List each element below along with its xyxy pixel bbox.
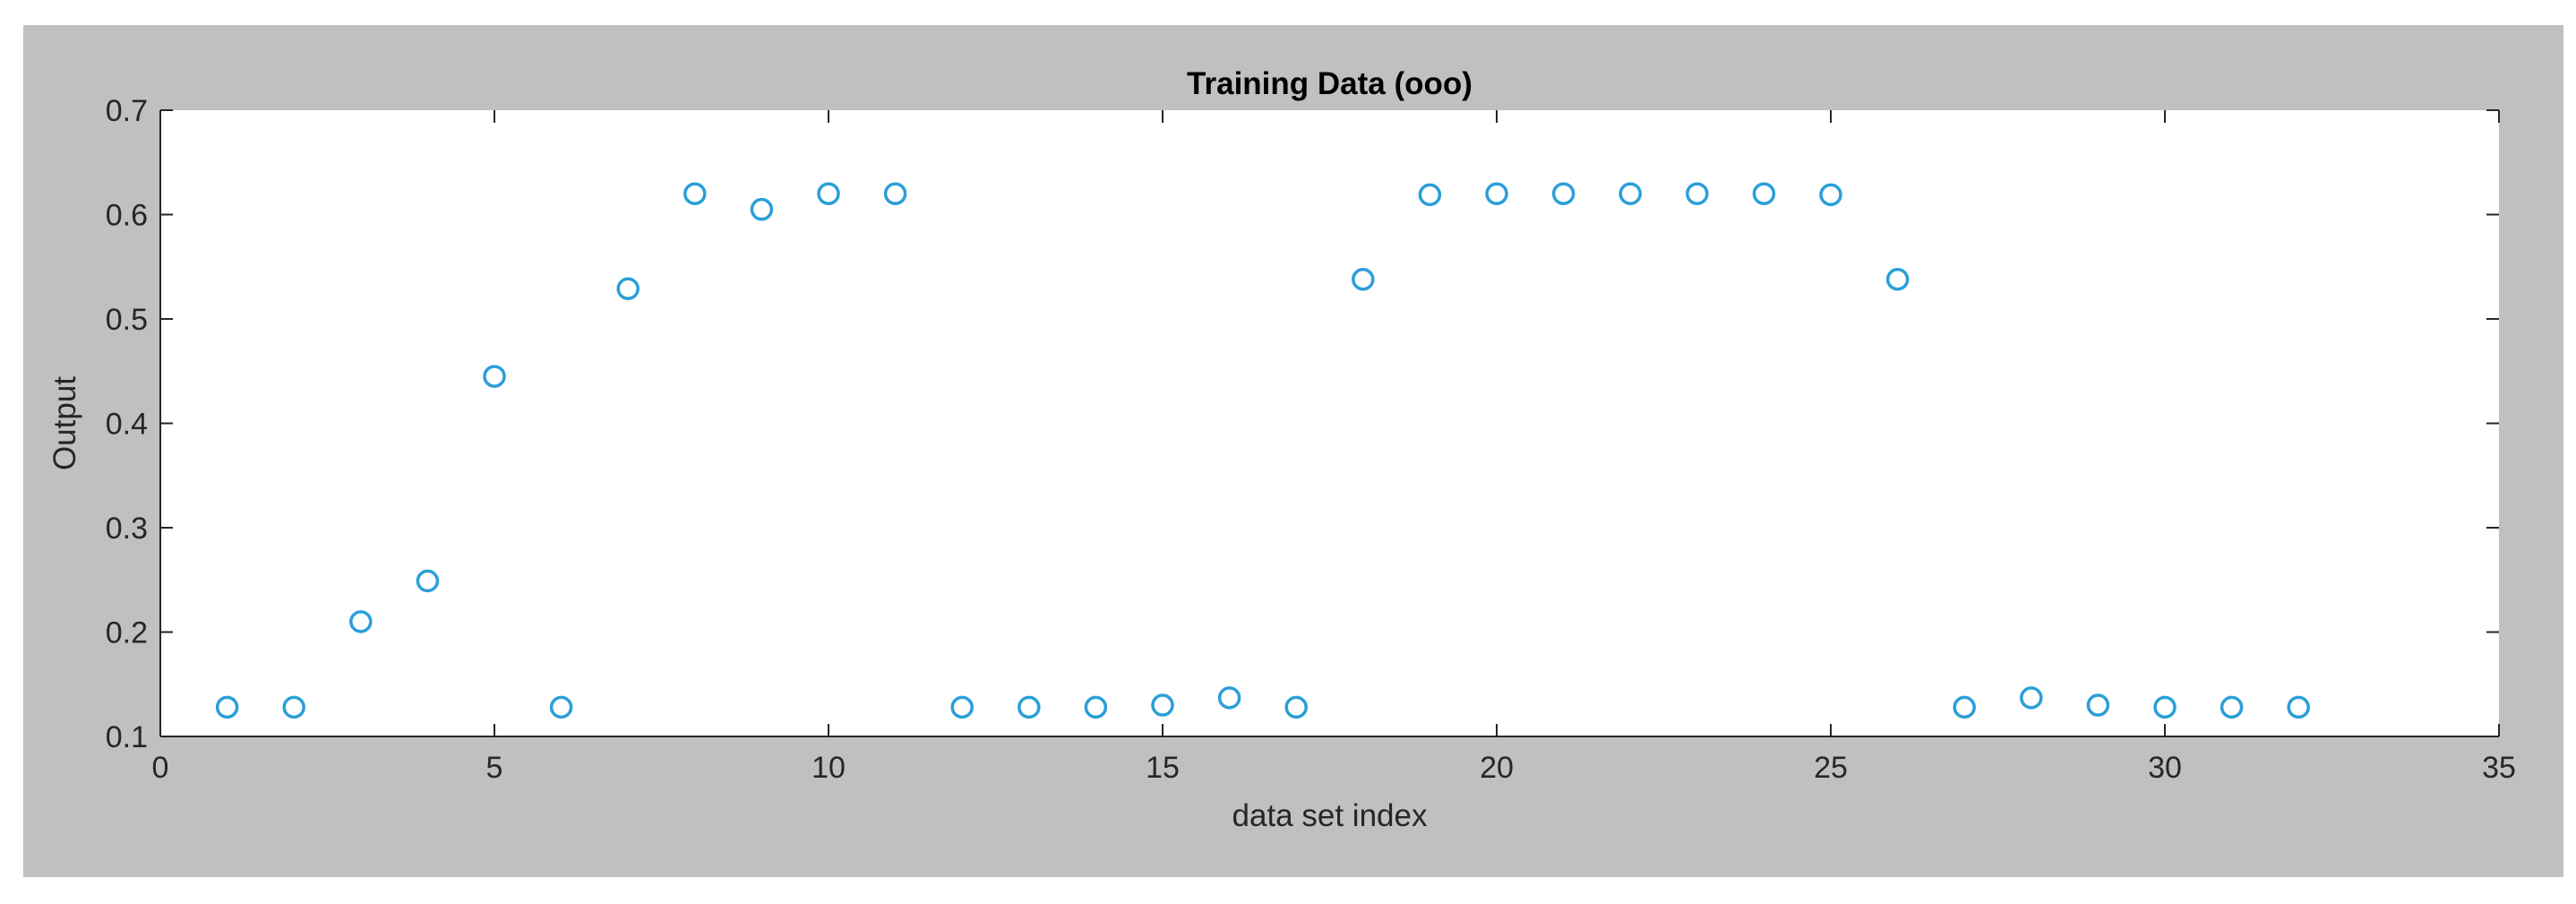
data-point bbox=[1418, 183, 1442, 207]
data-point bbox=[1619, 182, 1642, 205]
data-point bbox=[1485, 182, 1508, 205]
data-point bbox=[2220, 695, 2244, 719]
x-tick-label: 0 bbox=[152, 751, 169, 785]
data-point bbox=[1953, 695, 1976, 719]
data-point bbox=[2020, 686, 2043, 710]
x-tick-label: 10 bbox=[811, 751, 846, 785]
data-point bbox=[483, 365, 506, 388]
plot-area bbox=[160, 110, 2499, 736]
figure-window: 0 5 10 15 20 25 30 35 0.1 0.2 0.3 0.4 0.5 0.6 0.7 Trai… bbox=[23, 25, 2563, 877]
y-tick-label: 0.4 bbox=[106, 408, 148, 442]
y-tick-label: 0.1 bbox=[106, 720, 148, 754]
data-point bbox=[616, 277, 640, 300]
data-point bbox=[2287, 695, 2310, 719]
y-axis-label: Output bbox=[47, 376, 82, 470]
data-point bbox=[2153, 695, 2177, 719]
x-tick-label: 15 bbox=[1146, 751, 1180, 785]
data-point bbox=[683, 182, 707, 205]
data-point bbox=[1018, 695, 1041, 719]
data-point bbox=[349, 610, 373, 633]
data-point bbox=[416, 569, 440, 593]
data-point bbox=[549, 695, 573, 719]
ticks: 0 5 10 15 20 25 30 35 0.1 0.2 0.3 0.4 0.5 0.6 0.7 bbox=[106, 94, 2516, 785]
x-tick-label: 35 bbox=[2482, 751, 2516, 785]
data-point bbox=[1885, 267, 1910, 291]
data-point bbox=[750, 197, 774, 221]
data-point bbox=[1819, 183, 1842, 207]
data-point bbox=[2086, 693, 2110, 717]
data-point bbox=[1551, 182, 1576, 205]
y-tick-label: 0.5 bbox=[106, 303, 148, 337]
data-point bbox=[1352, 267, 1375, 291]
x-tick-label: 30 bbox=[2148, 751, 2182, 785]
data-point bbox=[817, 182, 840, 205]
data-point bbox=[215, 695, 239, 719]
data-point bbox=[1084, 695, 1108, 719]
y-tick-label: 0.6 bbox=[106, 199, 148, 233]
data-point bbox=[1752, 182, 1776, 205]
data-point bbox=[883, 182, 907, 205]
data-point bbox=[1217, 686, 1241, 710]
x-tick-label: 25 bbox=[1814, 751, 1848, 785]
data-point bbox=[1284, 695, 1308, 719]
scatter-chart: 0 5 10 15 20 25 30 35 0.1 0.2 0.3 0.4 0.5 0.6 0.7 Trai… bbox=[47, 66, 2516, 833]
y-tick-label: 0.3 bbox=[106, 512, 148, 546]
y-tick-label: 0.7 bbox=[106, 94, 148, 128]
y-tick-label: 0.2 bbox=[106, 616, 148, 650]
x-tick-label: 5 bbox=[486, 751, 503, 785]
x-axis-label: data set index bbox=[1232, 798, 1428, 833]
data-points bbox=[215, 182, 2310, 719]
chart-title: Training Data (ooo) bbox=[1187, 66, 1473, 101]
data-point bbox=[1151, 693, 1174, 717]
data-point bbox=[950, 695, 974, 719]
data-point bbox=[1686, 182, 1709, 205]
x-tick-label: 20 bbox=[1480, 751, 1514, 785]
data-point bbox=[282, 695, 305, 719]
